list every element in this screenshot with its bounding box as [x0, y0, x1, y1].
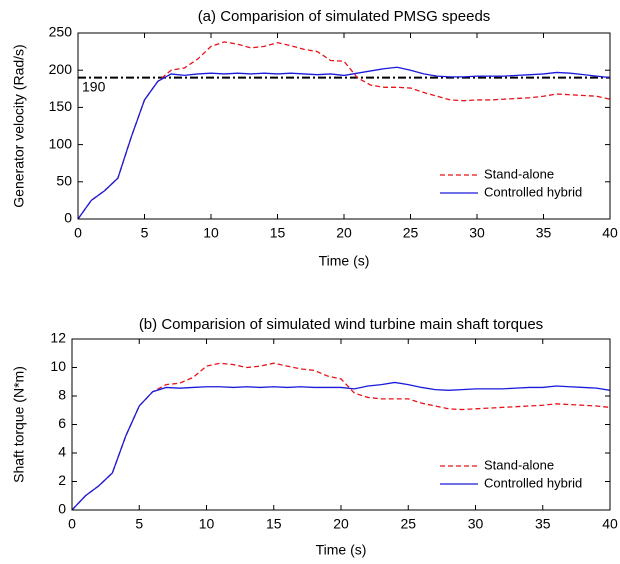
x-tick-label: 25: [400, 516, 416, 532]
series-line: [77, 41, 611, 220]
x-tick-label: 35: [536, 225, 552, 241]
series-line: [71, 381, 611, 511]
y-tick-label: 12: [50, 330, 66, 346]
x-tick-label: 20: [336, 225, 352, 241]
x-tick-label: 10: [199, 516, 215, 532]
series-line: [71, 362, 611, 511]
x-tick-label: 40: [602, 225, 618, 241]
x-tick-label: 30: [469, 225, 485, 241]
reference-label: 190: [82, 78, 106, 94]
y-tick-label: 0: [64, 210, 72, 226]
y-tick-label: 2: [58, 472, 66, 488]
x-axis-label: Time (s): [319, 253, 370, 269]
plot-frame: [71, 338, 611, 511]
legend-label: Controlled hybrid: [484, 475, 582, 490]
y-tick-label: 150: [49, 98, 73, 114]
x-tick-label: 5: [141, 225, 149, 241]
x-tick-label: 20: [333, 516, 349, 532]
x-tick-label: 10: [203, 225, 219, 241]
x-tick-label: 5: [135, 516, 143, 532]
x-tick-label: 40: [602, 516, 618, 532]
x-tick-label: 35: [535, 516, 551, 532]
y-tick-label: 100: [49, 135, 73, 151]
series-line: [77, 66, 611, 220]
y-axis-label: Generator velocity (Rad/s): [11, 44, 27, 207]
y-tick-label: 200: [49, 61, 73, 77]
x-tick-label: 0: [68, 516, 76, 532]
chart-title: (b) Comparision of simulated wind turbin…: [139, 316, 543, 333]
x-tick-label: 25: [403, 225, 419, 241]
y-tick-label: 10: [50, 358, 66, 374]
plot-frame: [77, 32, 611, 220]
legend-label: Controlled hybrid: [484, 184, 582, 199]
x-tick-label: 30: [468, 516, 484, 532]
y-tick-label: 50: [56, 173, 72, 189]
y-tick-label: 250: [49, 24, 73, 40]
y-tick-label: 4: [58, 444, 66, 460]
x-tick-label: 15: [270, 225, 286, 241]
legend-label: Stand-alone: [484, 457, 554, 472]
legend-label: Stand-alone: [484, 166, 554, 181]
chart-title: (a) Comparision of simulated PMSG speeds: [198, 8, 491, 25]
x-axis-label: Time (s): [316, 542, 367, 558]
x-tick-label: 15: [266, 516, 282, 532]
y-tick-label: 6: [58, 415, 66, 431]
y-tick-label: 0: [58, 501, 66, 517]
y-tick-label: 8: [58, 387, 66, 403]
x-tick-label: 0: [74, 225, 82, 241]
y-axis-label: Shaft torque (N*m): [11, 366, 27, 483]
